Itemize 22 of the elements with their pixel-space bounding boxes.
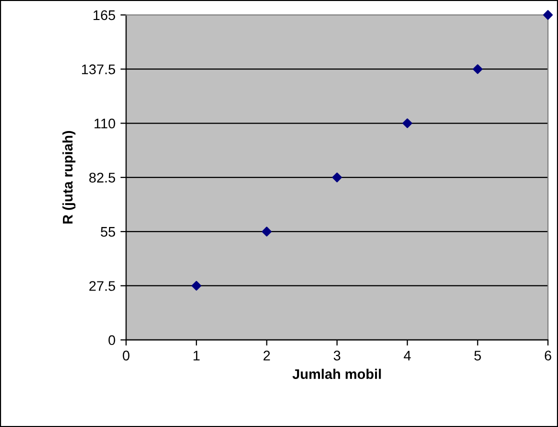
point	[262, 226, 272, 236]
point	[402, 118, 412, 128]
point	[543, 10, 553, 20]
y-tick-label: 27.5	[89, 281, 116, 291]
y-tick-label: 82.5	[89, 172, 116, 183]
x-tick-label: 0	[122, 350, 130, 361]
y-tick-label: 110	[94, 118, 116, 128]
x-tick-label: 4	[404, 350, 411, 360]
y-tick-label: 165	[94, 10, 116, 20]
y-tick-label: 0	[108, 335, 116, 346]
point	[332, 172, 342, 182]
x-tick-label: 5	[474, 350, 481, 361]
y-tick-label: 137.5	[82, 64, 116, 74]
point	[192, 280, 202, 291]
point	[472, 64, 483, 74]
x-axis-title: Jumlah mobil	[292, 368, 381, 380]
x-tick-label: 6	[544, 350, 552, 361]
y-axis-title: R (juta rupiah)	[62, 131, 76, 224]
x-tick-label: 3	[334, 350, 340, 361]
x-tick-label: 2	[264, 350, 270, 360]
y-tick-label: 55	[100, 227, 116, 237]
x-tick-label: 1	[194, 350, 200, 360]
